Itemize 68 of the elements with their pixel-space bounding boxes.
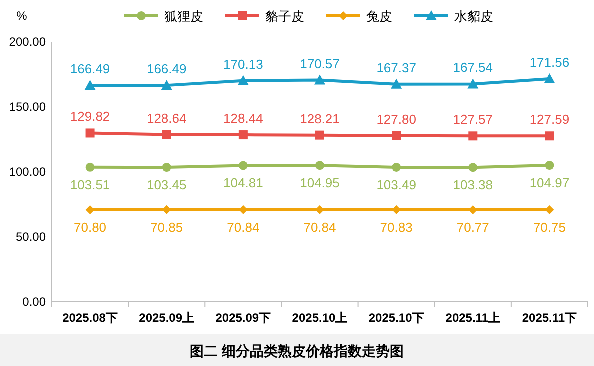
point xyxy=(468,78,479,89)
y-axis-title: % xyxy=(16,9,28,23)
x-tick-label: 2025.11下 xyxy=(522,311,578,325)
data-label: 128.21 xyxy=(300,111,340,126)
y-tick-label: 150.00 xyxy=(9,100,46,114)
x-tick-label: 2025.09下 xyxy=(216,311,272,325)
data-label: 103.51 xyxy=(70,177,110,192)
x-tick-label: 2025.08下 xyxy=(62,311,118,325)
point xyxy=(316,205,324,214)
data-label: 128.64 xyxy=(146,110,187,126)
data-label: 70.80 xyxy=(74,220,107,235)
data-label: 103.49 xyxy=(376,177,416,192)
y-tick-label: 100.00 xyxy=(9,165,46,179)
point xyxy=(316,161,324,170)
point xyxy=(392,162,402,172)
legend-label: 水貂皮 xyxy=(454,9,494,24)
data-label: 170.13 xyxy=(224,56,264,72)
legend-label: 貉子皮 xyxy=(266,9,304,24)
x-tick-label: 2025.10下 xyxy=(368,311,424,325)
point xyxy=(162,163,172,172)
point xyxy=(238,75,249,86)
data-label: 70.83 xyxy=(380,220,413,235)
data-label: 170.57 xyxy=(300,56,340,72)
data-label: 70.75 xyxy=(533,220,566,236)
data-label: 167.54 xyxy=(453,60,494,76)
y-tick-label: 50.00 xyxy=(16,230,46,244)
data-label: 70.85 xyxy=(150,220,184,235)
x-tick-label: 2025.11上 xyxy=(446,311,500,325)
text: 图二 细分品类熟皮价格指数走势图 xyxy=(190,343,404,359)
point xyxy=(544,73,556,84)
point xyxy=(86,128,95,138)
data-label: 104.81 xyxy=(224,176,264,191)
legend-label: 兔皮 xyxy=(366,9,392,24)
x-tick-label: 2025.09上 xyxy=(139,311,195,325)
x-tick-label: 2025.10上 xyxy=(292,311,348,325)
point xyxy=(545,161,554,170)
data-label: 129.82 xyxy=(70,109,110,124)
data-label: 104.95 xyxy=(300,176,340,191)
data-label: 167.37 xyxy=(376,60,416,76)
point xyxy=(468,132,478,141)
point xyxy=(391,78,402,89)
point xyxy=(84,80,96,90)
data-label: 166.49 xyxy=(70,62,110,77)
point xyxy=(86,162,95,172)
data-label: 70.77 xyxy=(456,220,490,235)
point xyxy=(468,163,478,172)
legend-label: 狐狸皮 xyxy=(164,9,204,24)
data-label: 171.56 xyxy=(530,54,570,70)
point xyxy=(162,130,172,140)
point xyxy=(314,74,326,85)
point xyxy=(238,130,248,140)
data-label: 70.84 xyxy=(227,220,260,235)
data-label: 128.44 xyxy=(224,111,264,126)
data-label: 103.45 xyxy=(146,178,187,193)
data-label: 103.38 xyxy=(453,178,494,193)
point xyxy=(161,80,172,90)
data-label: 127.80 xyxy=(376,112,416,127)
data-label: 127.59 xyxy=(530,112,570,128)
data-label: 166.49 xyxy=(146,62,187,77)
data-label: 70.84 xyxy=(304,220,336,235)
point xyxy=(545,132,554,141)
point xyxy=(316,130,324,140)
point xyxy=(392,131,402,140)
point xyxy=(238,161,248,170)
y-tick-label: 200.00 xyxy=(9,35,46,49)
y-tick-label: 0.00 xyxy=(22,295,46,309)
data-label: 104.97 xyxy=(530,176,570,191)
data-label: 127.57 xyxy=(453,112,494,128)
